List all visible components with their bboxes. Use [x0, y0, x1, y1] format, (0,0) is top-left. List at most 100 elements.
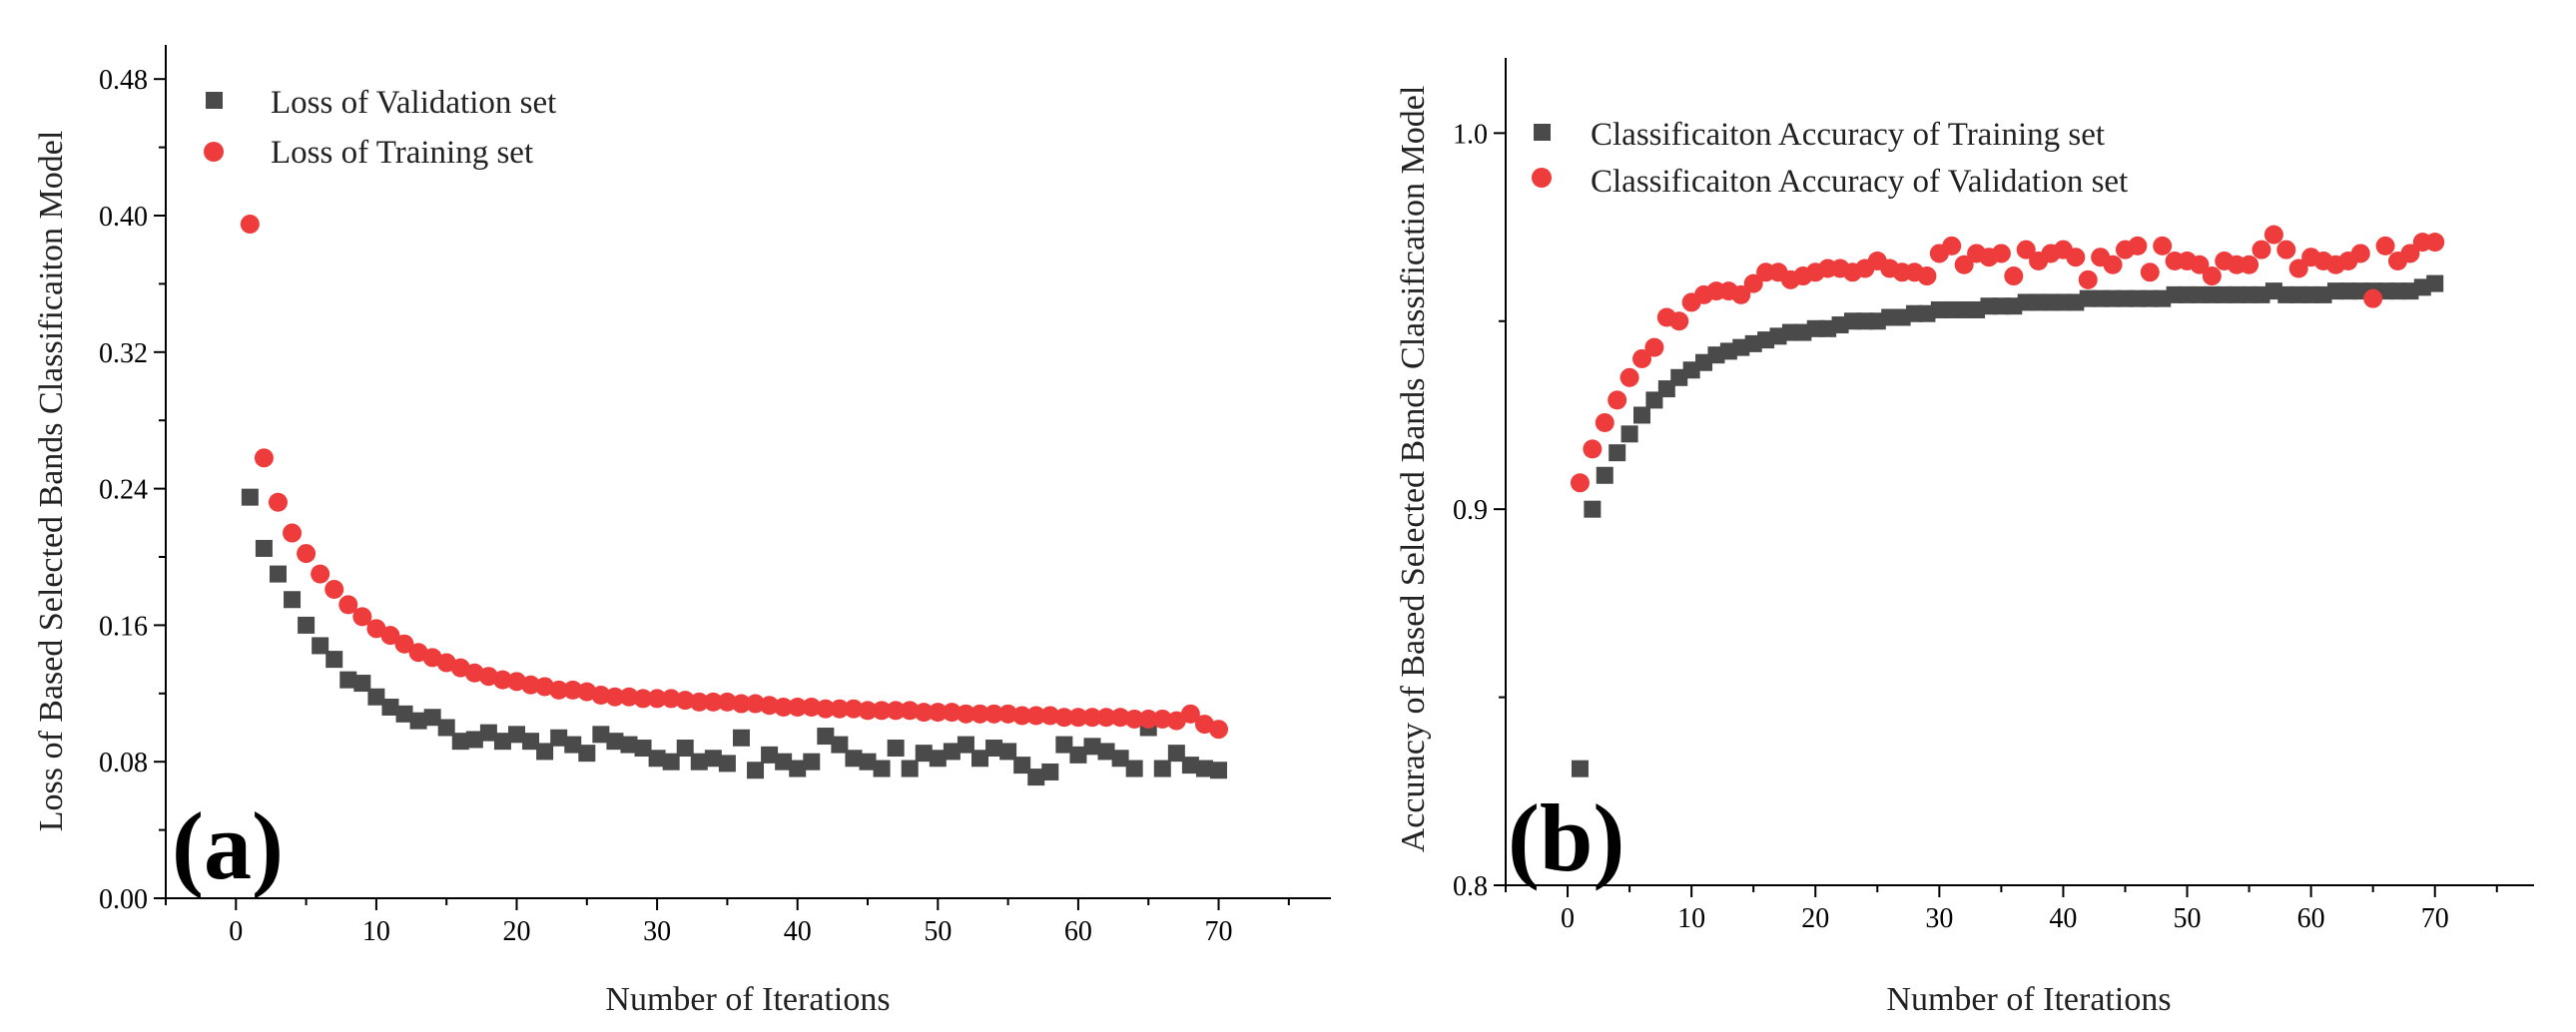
panel-a-ticks: 0 10 20 30 40 50 60 70 0.00 0.08 0.16 0.24 0.32 0.40 0…: [99, 65, 1290, 947]
panel-a-loss-of-validation-set-point: [690, 753, 708, 771]
panel-a-x-tick-label: 10: [362, 916, 390, 947]
panel-a-loss-of-validation-set-point: [676, 740, 694, 758]
chart-panel-b: 0 10 20 30 40 50 60 70 0.8 0.9 1.0 Number of Itera…: [1395, 58, 2534, 1018]
panel-a-loss-of-training-set-point: [816, 699, 836, 719]
panel-a-loss-of-validation-set-point: [564, 736, 582, 754]
panel-a-loss-of-training-set-point: [1040, 706, 1060, 726]
panel-a-y-tick-label: 0.48: [99, 65, 148, 96]
panel-a-loss-of-validation-set-point: [999, 743, 1017, 761]
panel-a-loss-of-training-set-point: [942, 703, 962, 723]
panel-a-loss-of-validation-set-point: [1167, 745, 1185, 763]
panel-b-legend-marker-training: [1534, 124, 1551, 141]
panel-a-loss-of-validation-set-point: [1153, 760, 1171, 777]
panel-a-loss-of-training-set-point: [324, 579, 344, 599]
panel-a-loss-of-validation-set-point: [1181, 757, 1199, 774]
panel-b-classificaiton-accuracy-of-validation-set-point: [2240, 255, 2259, 274]
panel-a-loss-of-validation-set-point: [803, 753, 821, 771]
panel-a-loss-of-training-set-point: [283, 523, 303, 543]
panel-a-loss-of-training-set-point: [254, 448, 274, 468]
panel-b-classificaiton-accuracy-of-validation-set-point: [2202, 266, 2222, 286]
panel-a-loss-of-validation-set-point: [648, 750, 666, 768]
panel-b-x-tick-label: 20: [1801, 903, 1829, 934]
panel-b-classificaiton-accuracy-of-validation-set-point: [2103, 255, 2123, 274]
panel-b-x-tick-label: 50: [2174, 903, 2202, 934]
panel-a-loss-of-validation-set-point: [522, 733, 540, 751]
panel-b-classificaiton-accuracy-of-training-set-point: [1609, 444, 1626, 462]
panel-a-loss-of-validation-set-point: [873, 760, 891, 777]
panel-a-loss-of-validation-set-point: [1069, 746, 1087, 764]
panel-a-x-tick-label: 60: [1064, 916, 1092, 947]
panel-a-loss-of-training-set-point: [1026, 706, 1046, 726]
panel-b-classificaiton-accuracy-of-validation-set-point: [2016, 240, 2036, 259]
panel-a-loss-of-training-set-point: [619, 687, 639, 707]
panel-a-loss-of-training-set-point: [297, 544, 317, 564]
panel-a-loss-of-validation-set-point: [241, 488, 259, 506]
panel-a-loss-of-validation-set-point: [465, 731, 483, 749]
panel-a-y-tick-label: 0.24: [99, 475, 148, 506]
panel-b-classificaiton-accuracy-of-validation-set-point: [2252, 240, 2271, 259]
panel-b-classificaiton-accuracy-of-validation-set-point: [2400, 244, 2420, 263]
chart-panel-a: 0 10 20 30 40 50 60 70 0.00 0.08 0.16 0.24 0.32 0.40 0…: [33, 45, 1331, 1018]
panel-a-x-tick-label: 40: [784, 916, 812, 947]
panel-a-y-tick-label: 0.40: [99, 202, 148, 233]
panel-a-loss-of-validation-set-point: [1195, 760, 1213, 777]
panel-a-loss-of-validation-set-point: [929, 750, 947, 768]
panel-b-classificaiton-accuracy-of-validation-set-point: [1644, 337, 1664, 357]
panel-a-legend: Loss of Validation set Loss of Training …: [204, 85, 556, 171]
panel-a-loss-of-validation-set-point: [620, 736, 638, 754]
panel-b-ticks: 0 10 20 30 40 50 60 70 0.8 0.9 1.0: [1453, 119, 2498, 934]
panel-a-loss-of-validation-set-point: [761, 746, 779, 764]
panel-a-loss-of-training-set-point: [268, 492, 288, 512]
panel-a-loss-of-training-set-point: [492, 670, 512, 690]
panel-a-loss-of-training-set-point: [830, 699, 850, 719]
panel-a-loss-of-training-set-point: [1082, 708, 1102, 728]
panel-b-classificaiton-accuracy-of-training-set-point: [2426, 274, 2444, 292]
panel-a-loss-of-validation-set-point: [1097, 743, 1115, 761]
panel-b-classificaiton-accuracy-of-validation-set-point: [1632, 348, 1652, 368]
panel-b-x-tick-label: 10: [1677, 903, 1705, 934]
panel-a-loss-of-training-set-point: [394, 634, 414, 654]
panel-a-loss-of-validation-set-point: [312, 637, 329, 655]
panel-a-loss-of-training-set-point: [774, 697, 794, 717]
panel-b-legend-label-training: Classificaiton Accuracy of Training set: [1591, 117, 2105, 153]
panel-a-loss-of-validation-set-point: [662, 753, 680, 771]
panel-a-loss-of-training-set-point: [844, 699, 864, 719]
panel-b-y-tick-label: 0.8: [1453, 871, 1488, 902]
panel-b-classificaiton-accuracy-of-validation-set-point: [2363, 288, 2383, 308]
panel-a-loss-of-validation-set-point: [901, 760, 919, 777]
panel-a-loss-of-validation-set-point: [775, 753, 793, 771]
panel-b-classificaiton-accuracy-of-validation-set-point: [2288, 258, 2308, 278]
panel-a-x-axis-label: Number of Iterations: [605, 981, 890, 1018]
panel-a-loss-of-training-set-point: [240, 215, 260, 235]
panel-b-classificaiton-accuracy-of-validation-set-point: [2066, 248, 2086, 267]
panel-a-loss-of-training-set-point: [1054, 708, 1074, 728]
panel-a-loss-of-training-set-point: [858, 701, 878, 721]
panel-a-loss-of-validation-set-point: [493, 733, 511, 751]
panel-a-loss-of-validation-set-point: [970, 750, 988, 768]
panel-b-classificaiton-accuracy-of-validation-set-point: [2004, 266, 2024, 286]
panel-b-classificaiton-accuracy-of-validation-set-point: [2375, 236, 2395, 256]
panel-a-y-tick-label: 0.32: [99, 338, 148, 369]
panel-b-classificaiton-accuracy-of-validation-set-point: [2263, 225, 2283, 245]
panel-a-loss-of-validation-set-point: [255, 539, 273, 557]
panel-b-x-axis-label: Number of Iterations: [1886, 981, 2171, 1018]
panel-b-classificaiton-accuracy-of-validation-set-point: [1595, 413, 1614, 433]
panel-a-loss-of-training-set-point: [605, 687, 625, 707]
panel-a-y-tick-label: 0.00: [99, 884, 148, 915]
panel-a-loss-of-training-set-point: [956, 704, 975, 724]
panel-a-loss-of-validation-set-point: [479, 724, 497, 742]
panel-a-x-tick-label: 30: [643, 916, 671, 947]
panel-b-classificaiton-accuracy-of-validation-set-point: [1917, 266, 1937, 286]
panel-b-classificaiton-accuracy-of-validation-set-point: [1570, 473, 1590, 493]
panel-a-loss-of-validation-set-point: [578, 745, 596, 763]
panel-a-x-tick-label: 20: [503, 916, 531, 947]
panel-b-y-tick-label: 0.9: [1453, 495, 1488, 526]
panel-a-loss-of-training-set-point: [591, 686, 611, 706]
panel-b-classificaiton-accuracy-of-validation-set-point: [1731, 284, 1751, 304]
panel-b-classificaiton-accuracy-of-validation-set-point: [2190, 255, 2210, 274]
panel-a-loss-of-validation-set-point: [1041, 763, 1059, 780]
panel-a-loss-of-validation-set-point: [732, 729, 750, 747]
panel-a-loss-of-training-set-point: [380, 626, 400, 646]
panel-a-loss-of-validation-set-point: [381, 698, 399, 716]
panel-a-loss-of-validation-set-point: [634, 740, 652, 758]
